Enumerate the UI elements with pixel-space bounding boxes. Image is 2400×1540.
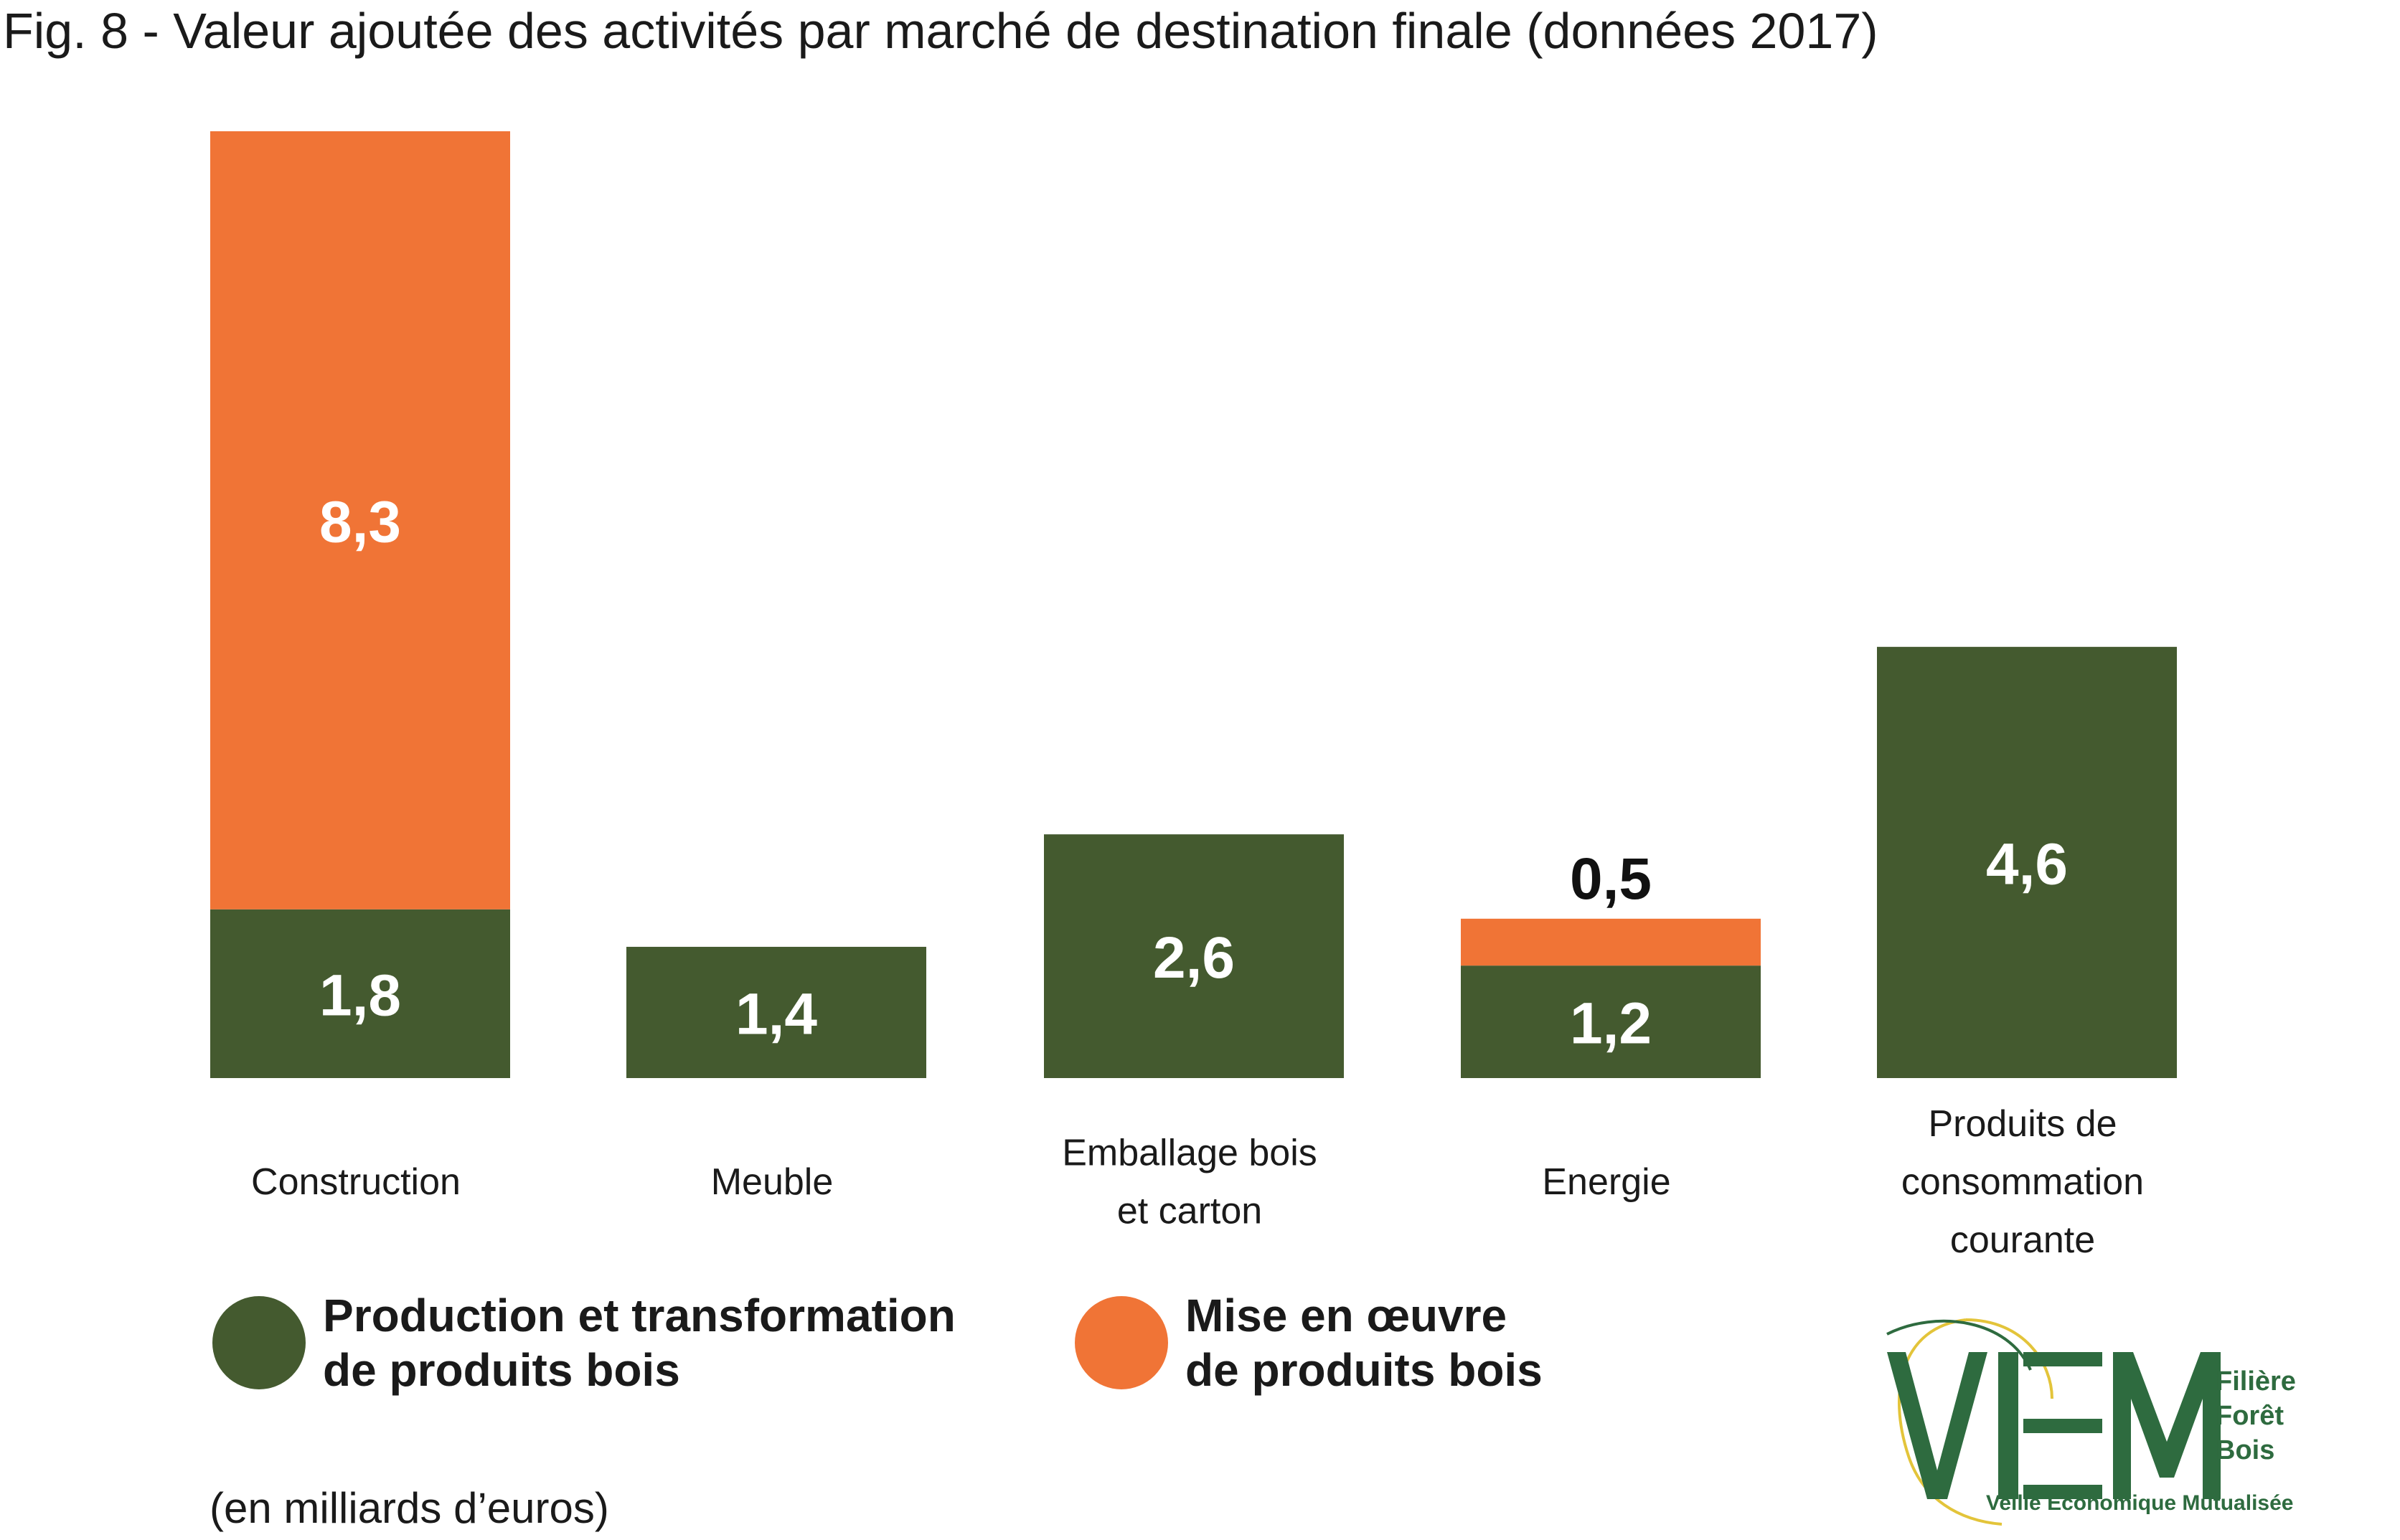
category-label-4-0: Produits de bbox=[1928, 1103, 2117, 1145]
category-label-3-0: Energie bbox=[1542, 1161, 1670, 1203]
data-label-mise-en-oeuvre-3: 0,5 bbox=[1570, 846, 1652, 912]
category-label-4-2: courante bbox=[1950, 1219, 2095, 1261]
data-label-production-0: 1,8 bbox=[319, 963, 401, 1028]
category-label-4-1: consommation bbox=[1901, 1161, 2144, 1203]
bar-production-2 bbox=[1044, 834, 1344, 1078]
bar-production-0 bbox=[210, 909, 510, 1078]
logo-filiere: Filière bbox=[2216, 1366, 2296, 1397]
logo-bois: Bois bbox=[2216, 1435, 2274, 1465]
legend-swatch-mise-en-oeuvre bbox=[1075, 1296, 1168, 1389]
category-label-2-1: et carton bbox=[1117, 1191, 1262, 1232]
data-label-production-3: 1,2 bbox=[1570, 991, 1652, 1057]
legend-swatch-production bbox=[212, 1296, 306, 1389]
legend-label-production: Production et transformation de produits… bbox=[323, 1290, 956, 1396]
data-label-production-2: 2,6 bbox=[1153, 925, 1235, 991]
category-label-2-0: Emballage bois bbox=[1062, 1133, 1317, 1174]
legend-item-production: Production et transformation de produits… bbox=[212, 1288, 956, 1397]
legend-item-mise-en-oeuvre: Mise en œuvre de produits bois bbox=[1075, 1288, 1543, 1397]
bar-production-3 bbox=[1461, 965, 1761, 1078]
bar-mise-en-oeuvre-0 bbox=[210, 131, 510, 910]
bar-mise-en-oeuvre-3 bbox=[1461, 918, 1761, 966]
logo-swoosh-icon bbox=[1886, 1318, 2053, 1526]
vem-logo: Filière Forêt Bois Veille Economique Mut… bbox=[1886, 1318, 2296, 1526]
bar-production-1 bbox=[626, 947, 926, 1078]
category-label-0-0: Construction bbox=[251, 1161, 461, 1203]
logo-letters-icon bbox=[1887, 1352, 2221, 1499]
unit-note: (en milliards d’euros) bbox=[210, 1484, 609, 1532]
data-label-production-4: 4,6 bbox=[1986, 831, 2068, 897]
logo-tagline: Veille Economique Mutualisée bbox=[1986, 1491, 2293, 1515]
bar-chart: 1,8 8,3 Construction 1,4 Meuble 2,6 Emballage … bbox=[210, 131, 2177, 1261]
data-label-production-1: 1,4 bbox=[735, 982, 817, 1047]
category-label-1-0: Meuble bbox=[711, 1161, 834, 1203]
logo-foret: Forêt bbox=[2216, 1401, 2284, 1431]
legend-label-mise-en-oeuvre: Mise en œuvre de produits bois bbox=[1185, 1290, 1543, 1396]
bar-production-4 bbox=[1877, 646, 2177, 1078]
data-label-mise-en-oeuvre-0: 8,3 bbox=[319, 489, 401, 554]
chart-title: Fig. 8 - Valeur ajoutée des activités pa… bbox=[3, 3, 1878, 59]
